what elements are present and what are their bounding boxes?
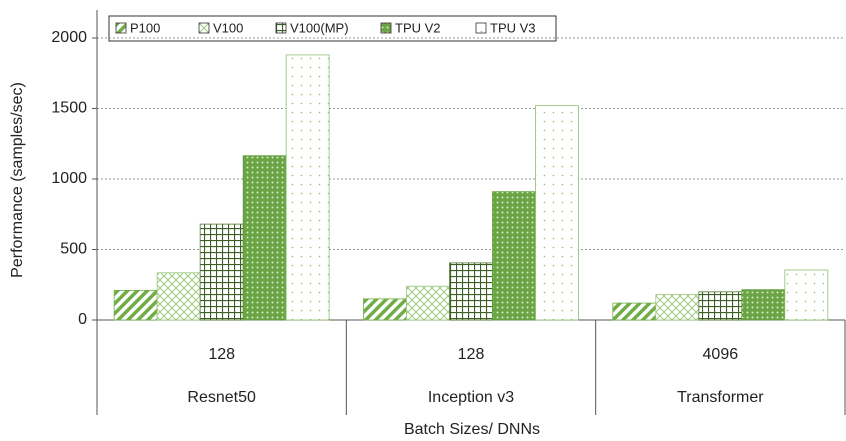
bar	[655, 294, 700, 321]
y-tick-label: 1500	[51, 100, 87, 117]
y-tick-label: 1000	[51, 170, 87, 187]
x-group-label: Transformer	[677, 389, 764, 406]
x-tick-label: 4096	[703, 346, 739, 363]
y-tick-label: 500	[60, 241, 87, 258]
legend-swatch	[115, 22, 127, 34]
y-axis-title: Performance (samples/sec)	[9, 82, 26, 278]
legend-swatch	[198, 22, 210, 34]
y-tick-label: 0	[78, 311, 87, 328]
legend-swatch	[275, 22, 287, 34]
bar	[156, 272, 201, 321]
legend-label: TPU V2	[395, 20, 441, 35]
bar	[406, 285, 450, 321]
legend-label: P100	[130, 20, 160, 35]
bar	[285, 54, 330, 321]
x-tick-label: 128	[208, 346, 235, 363]
bar	[784, 269, 829, 321]
bar	[363, 298, 407, 321]
legend-swatch	[380, 22, 392, 34]
bar	[698, 291, 743, 321]
x-group-label: Resnet50	[187, 389, 256, 406]
bar	[199, 223, 244, 321]
bar	[242, 155, 287, 321]
legend-label: TPU V3	[490, 20, 536, 35]
legend-swatch	[475, 22, 487, 34]
legend-label: V100	[213, 20, 243, 35]
y-tick-label: 2000	[51, 29, 87, 46]
bar	[492, 191, 536, 321]
legend-label: V100(MP)	[290, 20, 349, 35]
x-group-label: Inception v3	[428, 389, 514, 406]
bar	[741, 289, 786, 321]
bar	[535, 105, 579, 321]
x-axis-title: Batch Sizes/ DNNs	[404, 421, 540, 438]
bar	[612, 302, 657, 321]
bar	[449, 262, 493, 321]
x-tick-label: 128	[458, 346, 485, 363]
bar	[113, 289, 158, 321]
